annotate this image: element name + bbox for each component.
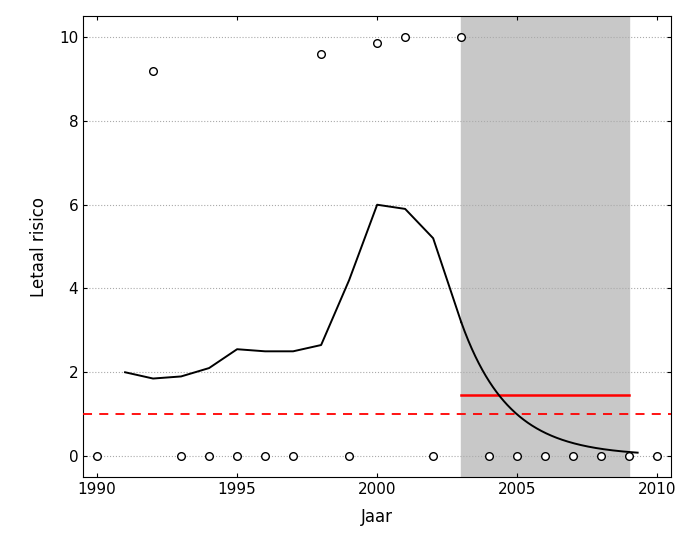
- Y-axis label: Letaal risico: Letaal risico: [30, 197, 48, 296]
- X-axis label: Jaar: Jaar: [361, 508, 393, 526]
- Bar: [461, 16, 629, 477]
